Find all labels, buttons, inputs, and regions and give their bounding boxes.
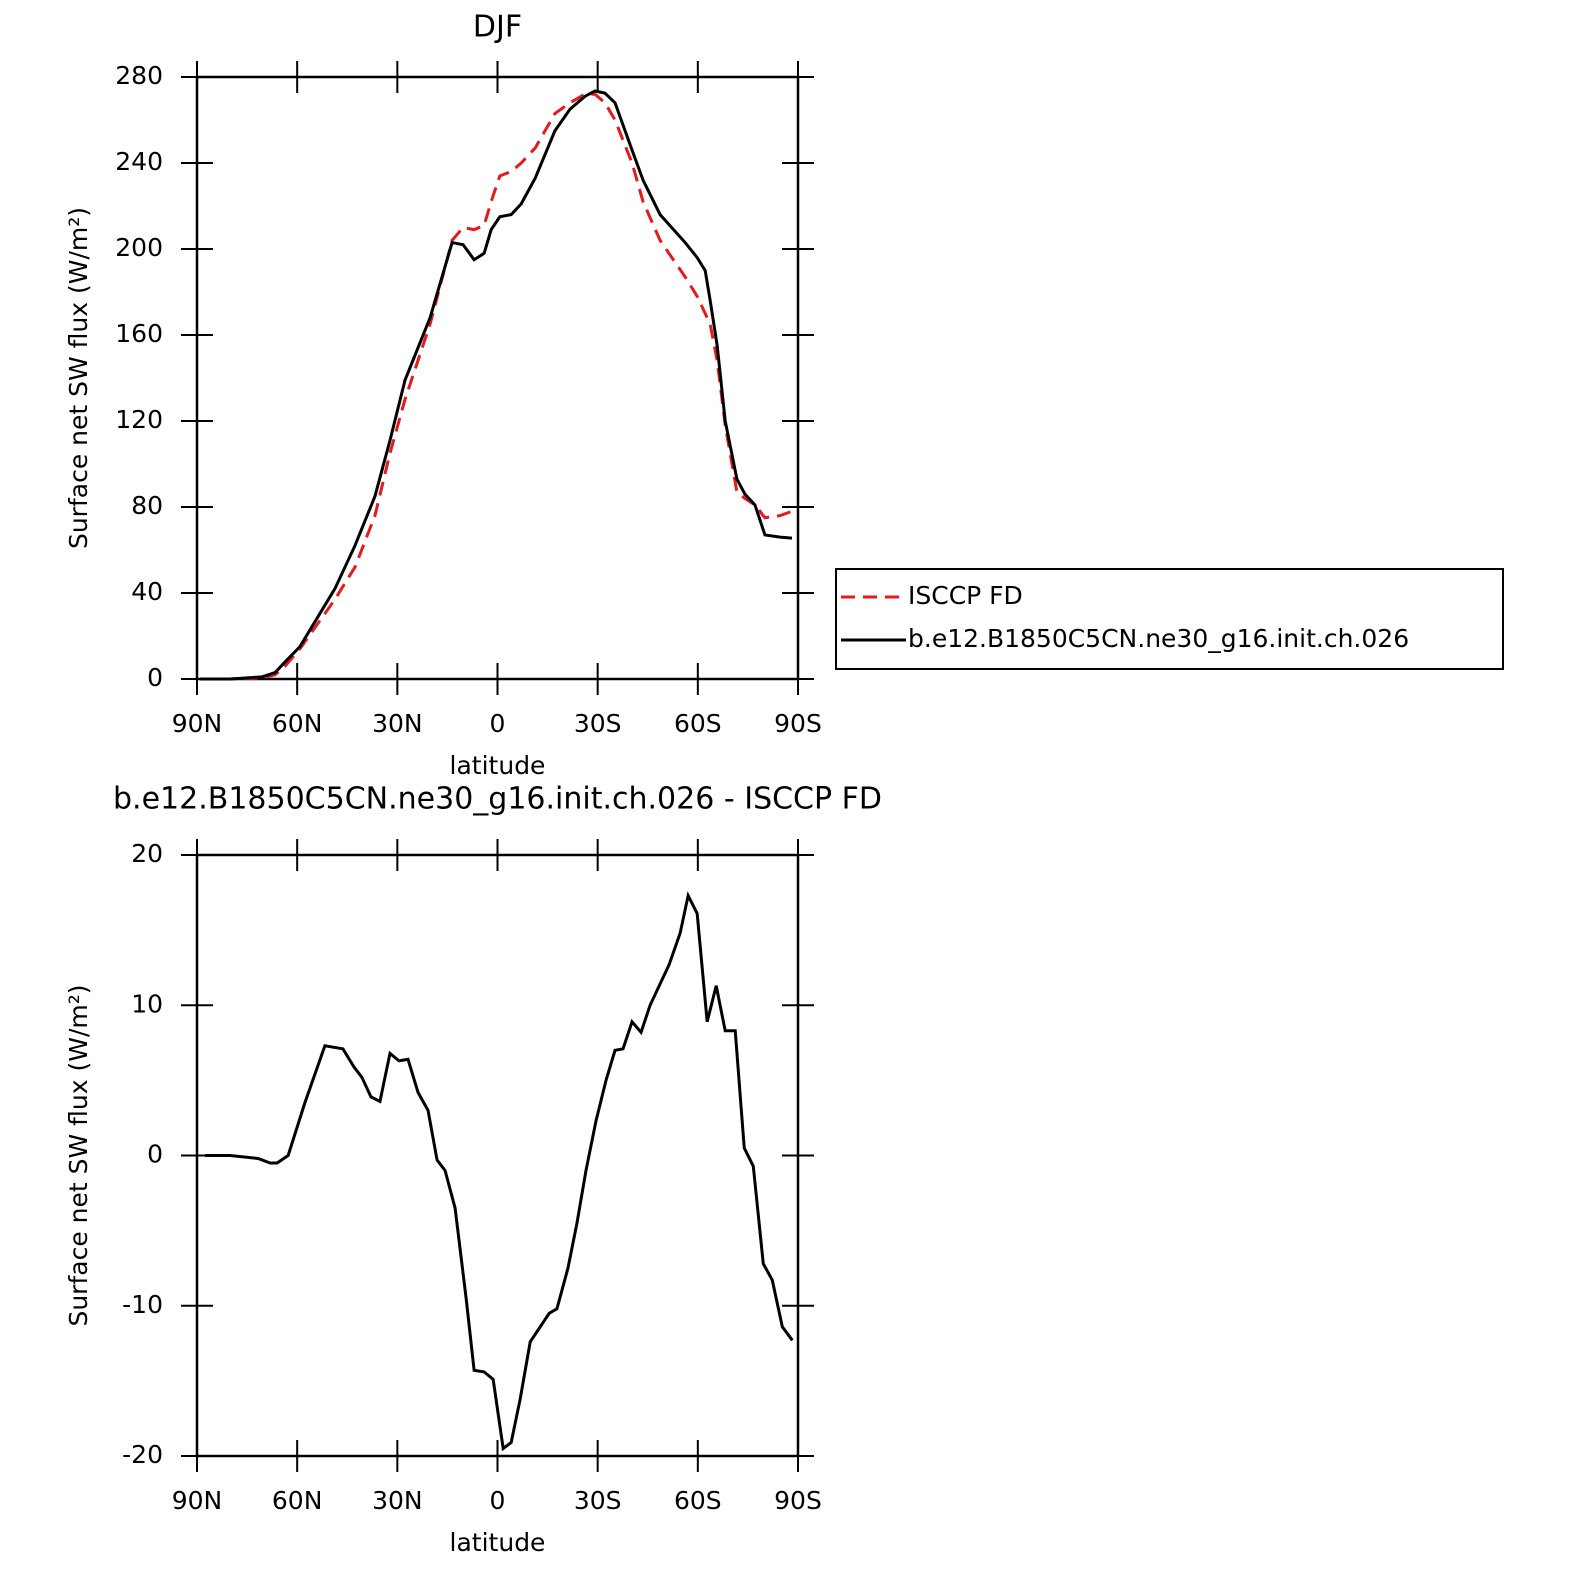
y-tick-label: 200	[115, 233, 163, 262]
series-line	[200, 92, 793, 681]
y-tick-label: 160	[115, 319, 163, 348]
y-tick-label: 40	[131, 577, 163, 606]
y-axis-label: Surface net SW flux (W/m²)	[64, 984, 93, 1326]
y-tick-label: -20	[122, 1440, 163, 1469]
x-tick-label: 60N	[272, 1486, 323, 1515]
x-axis-label: latitude	[450, 751, 546, 780]
series-line	[205, 891, 794, 1452]
y-tick-label: -10	[122, 1290, 163, 1319]
plot-frame	[195, 75, 800, 681]
y-axis-label: Surface net SW flux (W/m²)	[64, 207, 93, 549]
y-tick-label: 0	[147, 663, 163, 692]
x-tick-label: 60N	[272, 709, 323, 738]
y-tick-label: 20	[131, 839, 163, 868]
y-tick-label: 80	[131, 491, 163, 520]
y-tick-label: 240	[115, 147, 163, 176]
y-tick-label: 10	[131, 989, 163, 1018]
series-line	[200, 89, 793, 681]
x-tick-label: 90N	[172, 1486, 223, 1515]
y-tick-label: 120	[115, 405, 163, 434]
legend-label: ISCCP FD	[908, 581, 1023, 610]
x-tick-label: 30N	[372, 709, 423, 738]
chart-title: b.e12.B1850C5CN.ne30_g16.init.ch.026 - I…	[113, 782, 882, 817]
y-tick-label: 0	[147, 1140, 163, 1169]
chart-title: DJF	[473, 10, 522, 45]
y-tick-label: 280	[115, 61, 163, 90]
x-tick-label: 90S	[774, 709, 822, 738]
legend-box	[835, 568, 1504, 670]
x-tick-label: 30N	[372, 1486, 423, 1515]
x-tick-label: 0	[490, 1486, 506, 1515]
x-tick-label: 60S	[674, 709, 722, 738]
x-tick-label: 30S	[574, 709, 622, 738]
x-tick-label: 90S	[774, 1486, 822, 1515]
plot-frame	[195, 853, 800, 1458]
x-tick-label: 0	[490, 709, 506, 738]
x-tick-label: 30S	[574, 1486, 622, 1515]
x-axis-label: latitude	[450, 1528, 546, 1557]
legend-label: b.e12.B1850C5CN.ne30_g16.init.ch.026	[908, 624, 1409, 653]
x-tick-label: 60S	[674, 1486, 722, 1515]
x-tick-label: 90N	[172, 709, 223, 738]
